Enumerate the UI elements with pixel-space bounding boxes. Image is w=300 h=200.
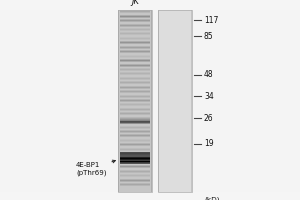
Text: 34: 34 [204,92,214,101]
Text: 117: 117 [204,16,218,25]
Text: 4E-BP1
(pThr69): 4E-BP1 (pThr69) [76,160,116,176]
Text: 85: 85 [204,32,214,41]
Text: 48: 48 [204,70,214,79]
Text: 26: 26 [204,114,214,123]
Text: 19: 19 [204,139,214,148]
Bar [158,10,192,192]
Text: (kD): (kD) [204,197,220,200]
Bar [118,10,152,192]
Text: JK: JK [131,0,139,6]
